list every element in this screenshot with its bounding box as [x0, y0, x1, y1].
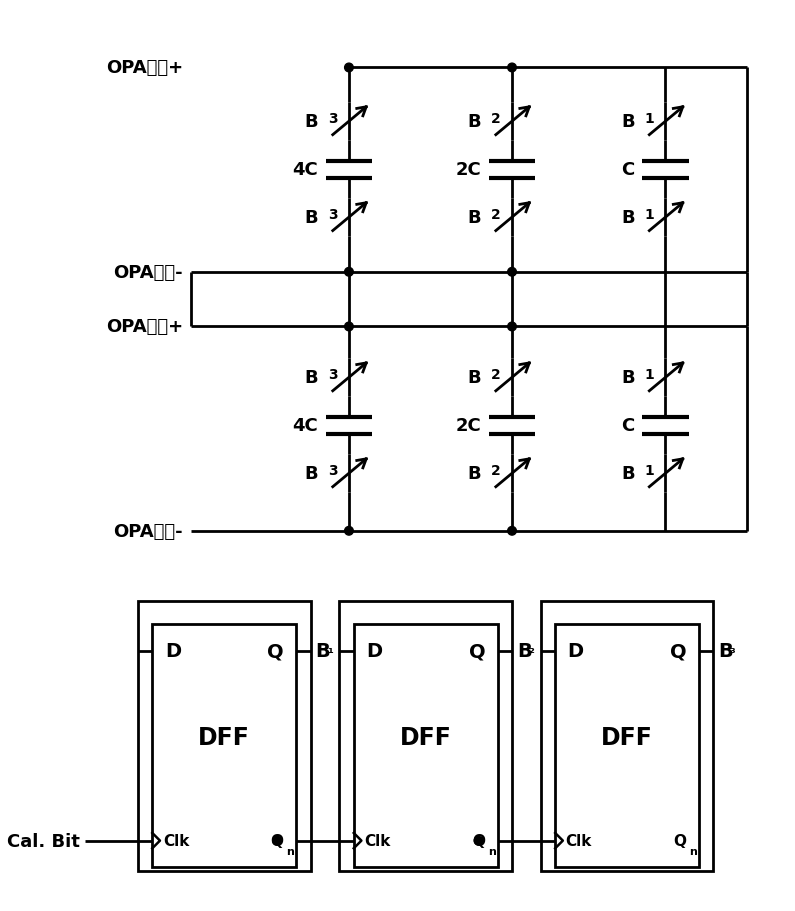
Circle shape: [508, 527, 516, 536]
Text: n: n: [689, 846, 697, 856]
Bar: [541, 601, 713, 871]
Text: ₂: ₂: [529, 643, 534, 656]
Text: B: B: [621, 113, 634, 131]
Circle shape: [344, 322, 353, 332]
Text: Q: Q: [267, 641, 284, 660]
Text: Q: Q: [673, 834, 687, 848]
Text: B: B: [467, 369, 481, 387]
Text: Clk: Clk: [364, 834, 390, 848]
Text: B: B: [517, 641, 532, 660]
Text: C: C: [622, 417, 634, 435]
Text: B: B: [718, 641, 733, 660]
Text: DFF: DFF: [198, 725, 250, 749]
Circle shape: [508, 64, 516, 73]
Text: n: n: [488, 846, 496, 856]
Circle shape: [508, 268, 516, 277]
Text: 2C: 2C: [456, 161, 481, 179]
Text: 4C: 4C: [293, 417, 318, 435]
Text: B: B: [304, 209, 318, 227]
Text: ₁: ₁: [327, 643, 333, 656]
Text: B: B: [316, 641, 330, 660]
Text: OPA输出-: OPA输出-: [114, 263, 183, 281]
Text: 2: 2: [491, 368, 501, 382]
Text: Cal. Bit: Cal. Bit: [7, 832, 80, 850]
Text: 1: 1: [644, 368, 654, 382]
Text: OPA输出+: OPA输出+: [106, 318, 183, 336]
Text: 2: 2: [491, 464, 501, 477]
Text: Clk: Clk: [163, 834, 189, 848]
Text: C: C: [622, 161, 634, 179]
Text: OPA输入-: OPA输入-: [114, 522, 183, 540]
Bar: [153, 624, 297, 867]
Text: Q: Q: [472, 834, 485, 848]
Circle shape: [344, 268, 353, 277]
Text: B: B: [304, 465, 318, 483]
Text: DFF: DFF: [400, 725, 452, 749]
Text: OPA输入+: OPA输入+: [106, 59, 183, 77]
Text: D: D: [568, 641, 584, 660]
Text: Clk: Clk: [566, 834, 592, 848]
Text: B: B: [304, 113, 318, 131]
Bar: [339, 601, 512, 871]
Text: 2C: 2C: [456, 417, 481, 435]
Text: 3: 3: [328, 208, 337, 221]
Text: B: B: [467, 113, 481, 131]
Text: 4C: 4C: [293, 161, 318, 179]
Text: Q: Q: [468, 641, 485, 660]
Text: 3: 3: [328, 112, 337, 126]
Text: B: B: [467, 209, 481, 227]
Text: 1: 1: [644, 112, 654, 126]
Circle shape: [273, 836, 281, 845]
Circle shape: [344, 64, 353, 73]
Text: DFF: DFF: [601, 725, 653, 749]
Text: B: B: [621, 369, 634, 387]
Text: 2: 2: [491, 208, 501, 221]
Text: D: D: [366, 641, 382, 660]
Text: B: B: [304, 369, 318, 387]
Text: n: n: [286, 846, 294, 856]
Text: B: B: [467, 465, 481, 483]
Text: 1: 1: [644, 208, 654, 221]
Text: Q: Q: [670, 641, 687, 660]
Text: 3: 3: [328, 368, 337, 382]
Bar: [138, 601, 311, 871]
Text: ₃: ₃: [730, 643, 735, 656]
Text: Q: Q: [271, 834, 284, 848]
Circle shape: [474, 836, 483, 845]
Text: B: B: [621, 209, 634, 227]
Bar: [354, 624, 498, 867]
Circle shape: [344, 527, 353, 536]
Text: B: B: [621, 465, 634, 483]
Bar: [555, 624, 699, 867]
Text: 2: 2: [491, 112, 501, 126]
Text: 3: 3: [328, 464, 337, 477]
Text: 1: 1: [644, 464, 654, 477]
Circle shape: [508, 322, 516, 332]
Text: D: D: [165, 641, 181, 660]
